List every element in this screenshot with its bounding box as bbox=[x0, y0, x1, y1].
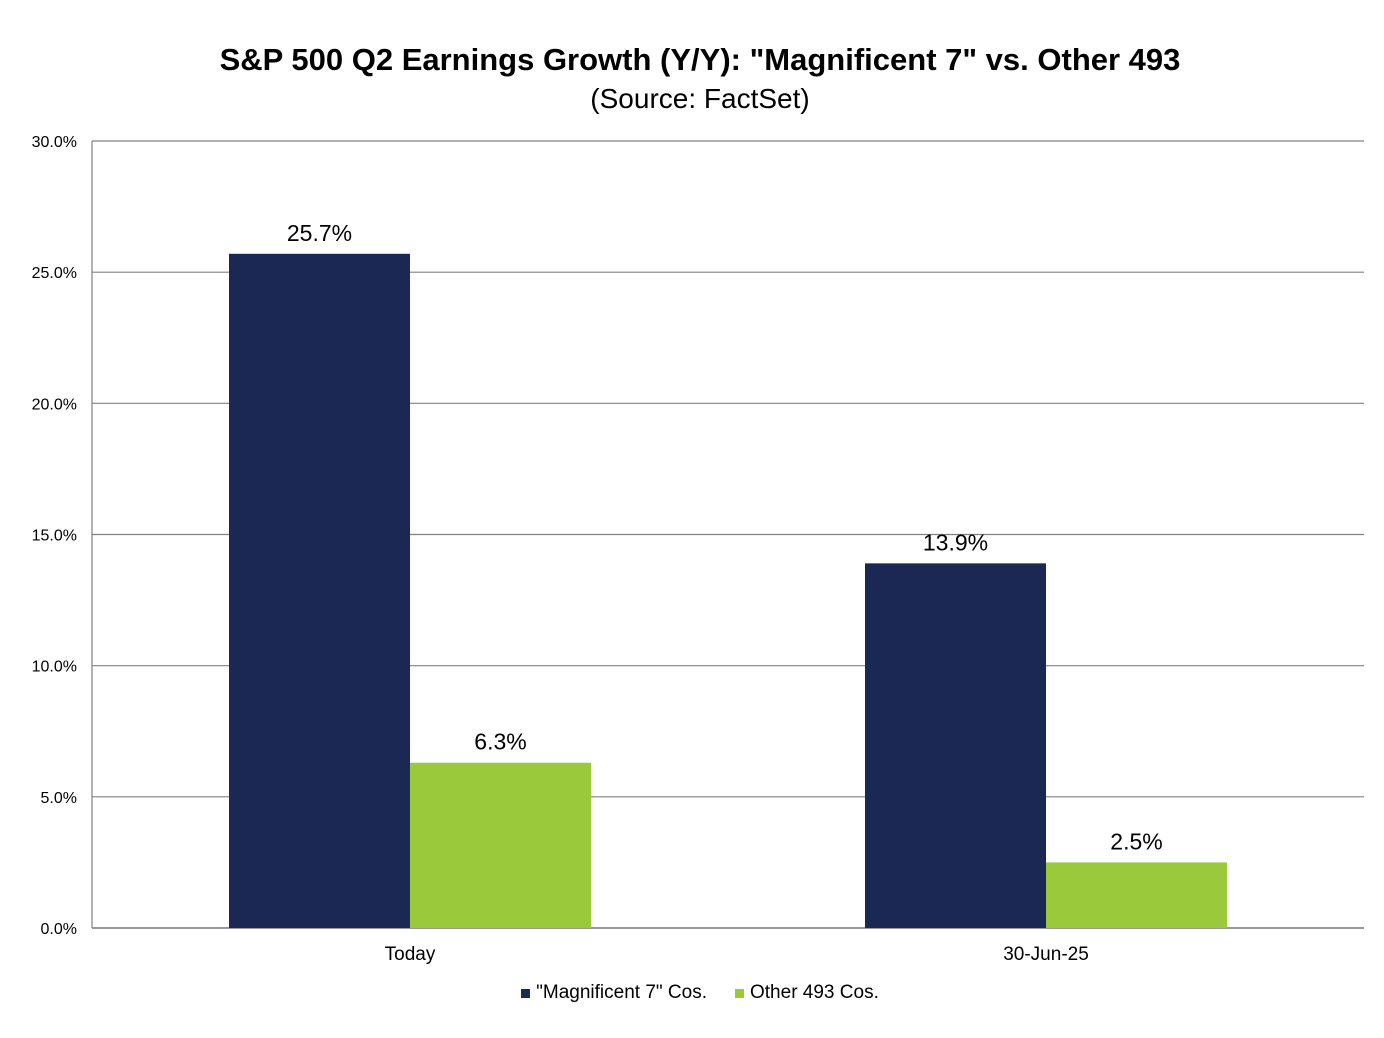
data-label: 6.3% bbox=[474, 729, 526, 755]
chart-subtitle: (Source: FactSet) bbox=[590, 83, 810, 114]
y-tick-label: 10.0% bbox=[32, 659, 77, 676]
legend-item-magnificent-7: "Magnificent 7" Cos. bbox=[521, 980, 707, 1006]
legend: "Magnificent 7" Cos. Other 493 Cos. bbox=[0, 980, 1384, 1006]
legend-swatch-magnificent-7 bbox=[521, 988, 531, 998]
x-tick-label: 30-Jun-25 bbox=[1003, 944, 1089, 965]
y-tick-label: 0.0% bbox=[41, 921, 77, 938]
y-tick-label: 30.0% bbox=[32, 134, 77, 151]
data-label: 25.7% bbox=[287, 220, 352, 246]
legend-label-other-493: Other 493 Cos. bbox=[750, 982, 879, 1003]
y-tick-label: 15.0% bbox=[32, 528, 77, 545]
data-label: 13.9% bbox=[923, 529, 988, 555]
x-tick-label: Today bbox=[385, 944, 436, 965]
bar bbox=[865, 563, 1046, 928]
legend-item-other-493: Other 493 Cos. bbox=[735, 980, 879, 1006]
bar bbox=[1046, 862, 1227, 928]
bar bbox=[410, 762, 591, 928]
data-label: 2.5% bbox=[1110, 828, 1162, 854]
y-tick-label: 25.0% bbox=[32, 265, 77, 282]
legend-label-magnificent-7: "Magnificent 7" Cos. bbox=[536, 982, 707, 1003]
bar bbox=[229, 253, 410, 928]
y-tick-label: 5.0% bbox=[41, 790, 77, 807]
chart-title: S&P 500 Q2 Earnings Growth (Y/Y): "Magni… bbox=[219, 42, 1181, 77]
legend-swatch-other-493 bbox=[735, 988, 744, 998]
y-tick-label: 20.0% bbox=[32, 396, 77, 413]
